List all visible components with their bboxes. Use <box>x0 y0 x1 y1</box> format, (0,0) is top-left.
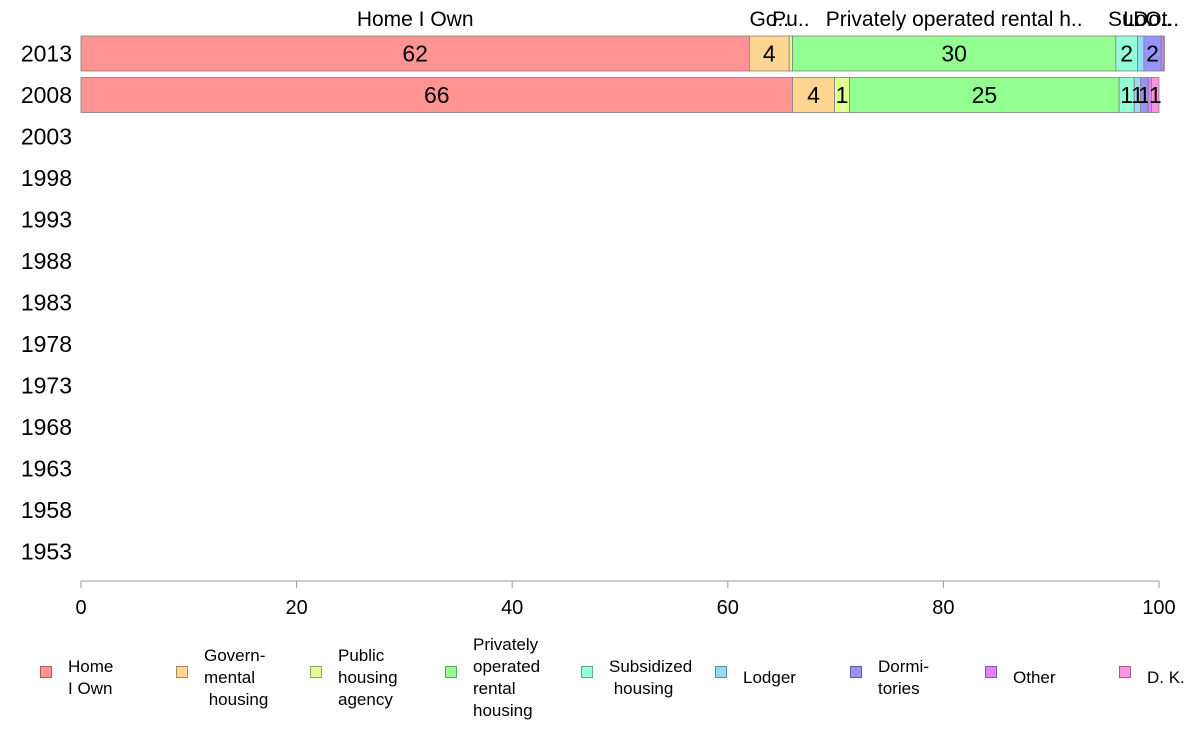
x-tick-label: 0 <box>75 597 86 619</box>
legend-swatch <box>985 666 997 678</box>
bar-segment <box>792 77 835 113</box>
data-label: 25 <box>972 82 998 108</box>
y-tick-label: 1983 <box>21 290 72 316</box>
x-tick-label: 40 <box>501 597 523 619</box>
data-label: 1 <box>1149 82 1162 108</box>
series-top-label: Do.. <box>1133 8 1172 31</box>
data-label: 2 <box>1120 41 1133 67</box>
series-top-label: Su.. <box>1108 8 1145 31</box>
series-top-label: Privately operated rental h.. <box>826 8 1083 31</box>
y-tick-label: 1963 <box>21 456 72 482</box>
legend-swatch <box>176 666 188 678</box>
y-tick-label: 1958 <box>21 497 72 523</box>
legend-swatch <box>445 666 457 678</box>
legend-swatch <box>310 666 322 678</box>
data-label: 4 <box>807 82 820 108</box>
legend-label: Dormi- tories <box>878 657 929 698</box>
data-label: 1 <box>1120 82 1133 108</box>
legend-label: Home I Own <box>68 657 114 698</box>
legend-label: Privately operated rental housing <box>473 635 541 720</box>
data-label: 2 <box>1146 41 1159 67</box>
x-tick-label: 100 <box>1142 597 1175 619</box>
bar-segment <box>1162 35 1165 72</box>
x-tick-label: 60 <box>717 597 739 619</box>
data-label: 66 <box>424 82 450 108</box>
legend: Home I Own Govern- mental housing Public h… <box>0 628 1188 728</box>
series-top-label: Home I Own <box>357 8 474 31</box>
y-tick-label: 1953 <box>21 539 72 565</box>
y-tick-label: 1998 <box>21 165 72 191</box>
x-tick-label: 20 <box>285 597 307 619</box>
bar-segment <box>1151 77 1160 113</box>
data-label: 62 <box>402 41 428 67</box>
legend-swatch <box>40 666 52 678</box>
bar-segment <box>1137 35 1145 72</box>
legend-swatch <box>850 666 862 678</box>
series-top-label: Go.. <box>749 8 789 31</box>
data-label: 4 <box>763 41 776 67</box>
data-label: 1 <box>836 82 849 108</box>
x-tick-label: 80 <box>932 597 954 619</box>
y-tick-label: 2003 <box>21 124 72 150</box>
y-tick-label: 1973 <box>21 373 72 399</box>
y-tick-label: 1978 <box>21 331 72 357</box>
bar-segment <box>748 35 790 72</box>
series-top-label: Lo.. <box>1123 8 1158 31</box>
data-label: 30 <box>941 41 967 67</box>
bar-segment <box>80 35 750 72</box>
bar-segment <box>792 35 1117 72</box>
bar-segment <box>849 77 1120 113</box>
legend-label: Lodger <box>743 668 796 687</box>
series-top-label: Ot.. <box>1145 8 1179 31</box>
legend-label: D. K. <box>1147 668 1185 687</box>
series-top-label: Pu.. <box>772 8 809 31</box>
y-tick-label: 1993 <box>21 207 72 233</box>
y-tick-label: 1968 <box>21 414 72 440</box>
bar-segment <box>788 35 793 72</box>
legend-label: Govern- mental housing <box>204 646 269 709</box>
bar-segment <box>80 77 793 113</box>
data-label: 1 <box>1138 82 1151 108</box>
legend-swatch <box>715 666 727 678</box>
stacked-bar-chart: 2013 2008 2003 1998 1993 1988 1983 1978 1973 1968… <box>21 8 1179 619</box>
legend-label: Other <box>1013 668 1056 687</box>
legend-label: Public housing agency <box>338 646 398 709</box>
legend-swatch <box>1119 666 1131 678</box>
y-tick-label: 2013 <box>21 41 72 67</box>
legend-label: Subsidized housing <box>609 657 693 698</box>
y-tick-label: 1988 <box>21 248 72 274</box>
y-tick-label: 2008 <box>21 82 72 108</box>
legend-swatch <box>581 666 593 678</box>
